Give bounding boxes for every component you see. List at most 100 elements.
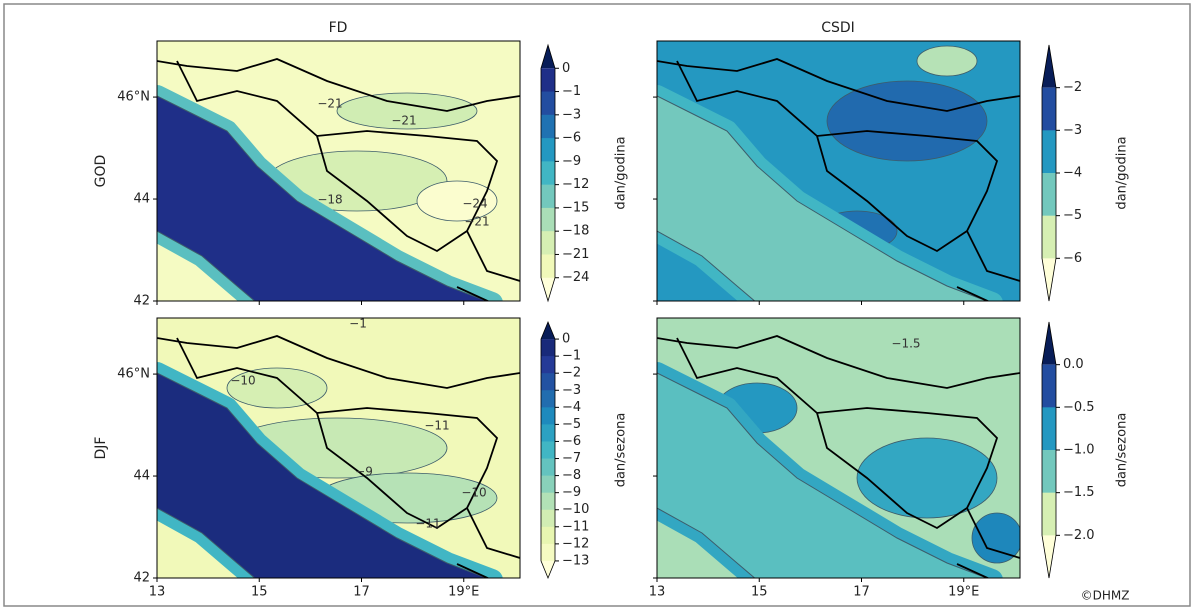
- colorbar-tick-label: −21: [562, 247, 589, 262]
- map-fill: [157, 41, 520, 301]
- panel-frame: [656, 317, 1021, 579]
- contour-label: −1: [349, 317, 367, 331]
- border: [157, 58, 520, 112]
- contour-label: −11: [424, 419, 449, 433]
- colorbar-tick-label: −4: [562, 400, 581, 415]
- colorbar-tick-label: −12: [562, 536, 589, 551]
- colorbar-tick-label: −18: [562, 224, 589, 239]
- contour-label: −18: [317, 193, 342, 207]
- border: [956, 286, 990, 301]
- contour-region: [916, 45, 978, 77]
- colorbar-label: dan/sezona: [1115, 413, 1130, 488]
- colorbar-band: [1042, 87, 1056, 131]
- colorbar-extension: [541, 322, 555, 340]
- contour-region: [336, 92, 478, 130]
- colorbar-band: [541, 373, 555, 391]
- colorbar: 0 −1 −3 −6 −9 −12 −15 −18 −21 −24 dan/godina: [540, 43, 629, 303]
- border: [956, 563, 990, 578]
- colorbar-band: [1042, 173, 1056, 217]
- colorbar-band: [1042, 130, 1056, 174]
- contour-label: −10: [461, 486, 486, 500]
- colorbar-band: [541, 390, 555, 408]
- colorbar-band: [541, 138, 555, 162]
- sea: [157, 95, 489, 301]
- x-tick-label: 13: [149, 585, 166, 600]
- x-tick-label: 19°E: [948, 585, 979, 600]
- colorbar-band: [541, 207, 555, 232]
- colorbar-band: [1042, 450, 1056, 494]
- colorbar-band: [1042, 364, 1056, 408]
- colorbar-band: [541, 441, 555, 460]
- colorbar-label: dan/sezona: [614, 413, 629, 488]
- y-tick-label: 42: [133, 571, 150, 586]
- colorbar-band: [541, 254, 555, 279]
- y-tick-label: 46°N: [117, 90, 150, 105]
- colorbar-extension: [1042, 45, 1056, 88]
- contour-label: −21: [317, 97, 342, 111]
- colorbar-band: [1042, 407, 1056, 451]
- colorbar-tick-label: −5: [562, 417, 581, 432]
- contour-region: [826, 80, 988, 162]
- colorbar-label: dan/godina: [1115, 136, 1130, 209]
- panel-frame: [156, 40, 521, 302]
- map-fill: [657, 318, 1020, 578]
- contour-label: −1.5: [891, 337, 920, 351]
- colorbar-tick-label: −6: [562, 434, 581, 449]
- border: [676, 60, 999, 253]
- colorbar-band: [541, 458, 555, 477]
- colorbar-band: [1042, 492, 1056, 536]
- colorbar-extension: [1042, 535, 1056, 578]
- colorbar-band: [541, 184, 555, 209]
- colorbar: 0.0 −0.5 −1.0 −1.5 −2.0 dan/sezona: [1041, 321, 1130, 579]
- colorbar-band: [541, 231, 555, 255]
- colorbar-tick-label: −5: [1063, 208, 1082, 223]
- colorbar: 0 −1 −2 −3 −4 −5 −6 −7 −8 −9 −10 −11 −12 −13 dan/sezon…: [540, 320, 629, 580]
- contour-label: −21: [391, 114, 416, 128]
- colorbar-band: [541, 475, 555, 494]
- x-tick-label: 15: [251, 585, 268, 600]
- y-tick-label: 46°N: [117, 367, 150, 382]
- colorbar-extension: [541, 277, 555, 301]
- colorbar-tick-label: −1.5: [1063, 485, 1095, 500]
- x-tick-label: 15: [751, 585, 768, 600]
- colorbar-extension: [1042, 258, 1056, 301]
- border: [466, 230, 520, 282]
- colorbar-tick-label: 0.0: [1063, 357, 1084, 372]
- colorbar-tick-label: −1: [562, 349, 581, 364]
- colorbar-tick-label: −11: [562, 519, 589, 534]
- x-tick-label: 19°E: [448, 585, 479, 600]
- colorbar-tick-label: −8: [562, 468, 581, 483]
- colorbar-band: [1042, 215, 1056, 259]
- colorbar-band: [541, 407, 555, 425]
- colorbar-extension: [541, 45, 555, 69]
- border: [966, 230, 1020, 282]
- colorbar-tick-label: −13: [562, 553, 589, 568]
- contour-label: −24: [462, 197, 487, 211]
- colorbar-band: [541, 339, 555, 357]
- border: [456, 563, 490, 578]
- panel-frame: [156, 317, 521, 579]
- row-title: DJF: [93, 437, 109, 460]
- colorbar-band: [541, 161, 555, 186]
- colorbar-tick-label: 0: [562, 61, 570, 76]
- colorbar-tick-label: −9: [562, 154, 581, 169]
- sea: [657, 95, 989, 301]
- border: [176, 337, 499, 530]
- colorbar-tick-label: −4: [1063, 166, 1082, 181]
- border: [657, 335, 1020, 389]
- colorbar-tick-label: −2: [1063, 80, 1082, 95]
- map-fill: [157, 318, 520, 578]
- colorbar-band: [541, 68, 555, 93]
- panel-frame: [656, 40, 1021, 302]
- colorbar-tick-label: −6: [1063, 251, 1082, 266]
- colorbar-band: [541, 114, 555, 139]
- colorbar-band: [541, 509, 555, 528]
- x-tick-label: 17: [853, 585, 870, 600]
- contour-label: −11: [415, 517, 440, 531]
- colorbar-band: [541, 91, 555, 116]
- colorbar-extension: [541, 560, 555, 578]
- x-tick-label: 13: [649, 585, 666, 600]
- colorbar-tick-label: −9: [562, 485, 581, 500]
- colorbar: −2 −3 −4 −5 −6 dan/godina: [1041, 44, 1130, 302]
